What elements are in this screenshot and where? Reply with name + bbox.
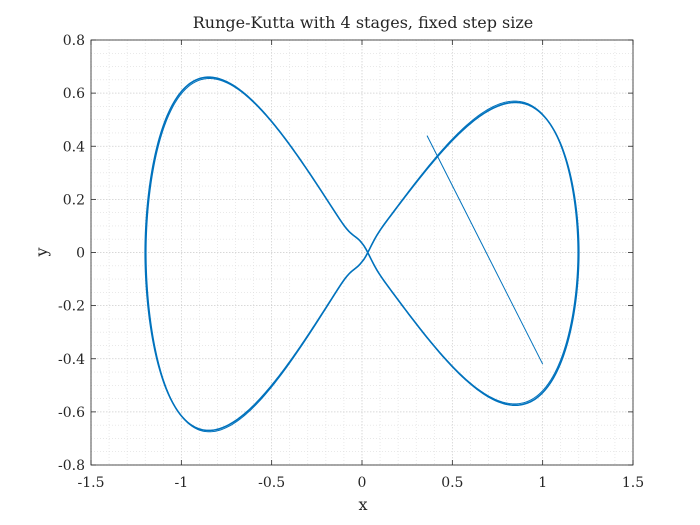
y-axis-label: y bbox=[32, 247, 51, 257]
stray-segment bbox=[426, 135, 544, 365]
y-tick-label: -0.4 bbox=[58, 352, 85, 368]
plot-series bbox=[144, 76, 580, 433]
y-tick-label: 0.4 bbox=[63, 139, 85, 155]
y-tick-label: -0.2 bbox=[58, 299, 85, 315]
x-tick-label: -0.5 bbox=[258, 475, 285, 491]
y-tick-label: 0.2 bbox=[63, 192, 85, 208]
x-tick-labels: -1.5 -1 -0.5 0 0.5 1 1.5 bbox=[78, 475, 645, 491]
trajectory-line bbox=[144, 76, 580, 432]
x-tick-label: 0.5 bbox=[441, 475, 463, 491]
y-tick-label: 0.8 bbox=[63, 33, 85, 49]
trajectory-line bbox=[145, 78, 579, 433]
y-tick-label: -0.8 bbox=[58, 458, 85, 474]
x-axis-label: x bbox=[358, 495, 367, 514]
x-tick-label: -1 bbox=[175, 475, 189, 491]
axis-ticks bbox=[90, 39, 634, 466]
y-tick-label: 0.6 bbox=[63, 86, 85, 102]
chart-title: Runge-Kutta with 4 stages, fixed step si… bbox=[193, 13, 534, 32]
y-tick-label: -0.6 bbox=[58, 405, 85, 421]
y-tick-label: 0 bbox=[76, 246, 85, 262]
x-tick-label: 1 bbox=[538, 475, 547, 491]
x-tick-label: 0 bbox=[358, 475, 367, 491]
x-tick-label: -1.5 bbox=[78, 475, 105, 491]
y-tick-labels: -0.8 -0.6 -0.4 -0.2 0 0.2 0.4 0.6 0.8 bbox=[58, 33, 85, 474]
x-tick-label: 1.5 bbox=[622, 475, 644, 491]
